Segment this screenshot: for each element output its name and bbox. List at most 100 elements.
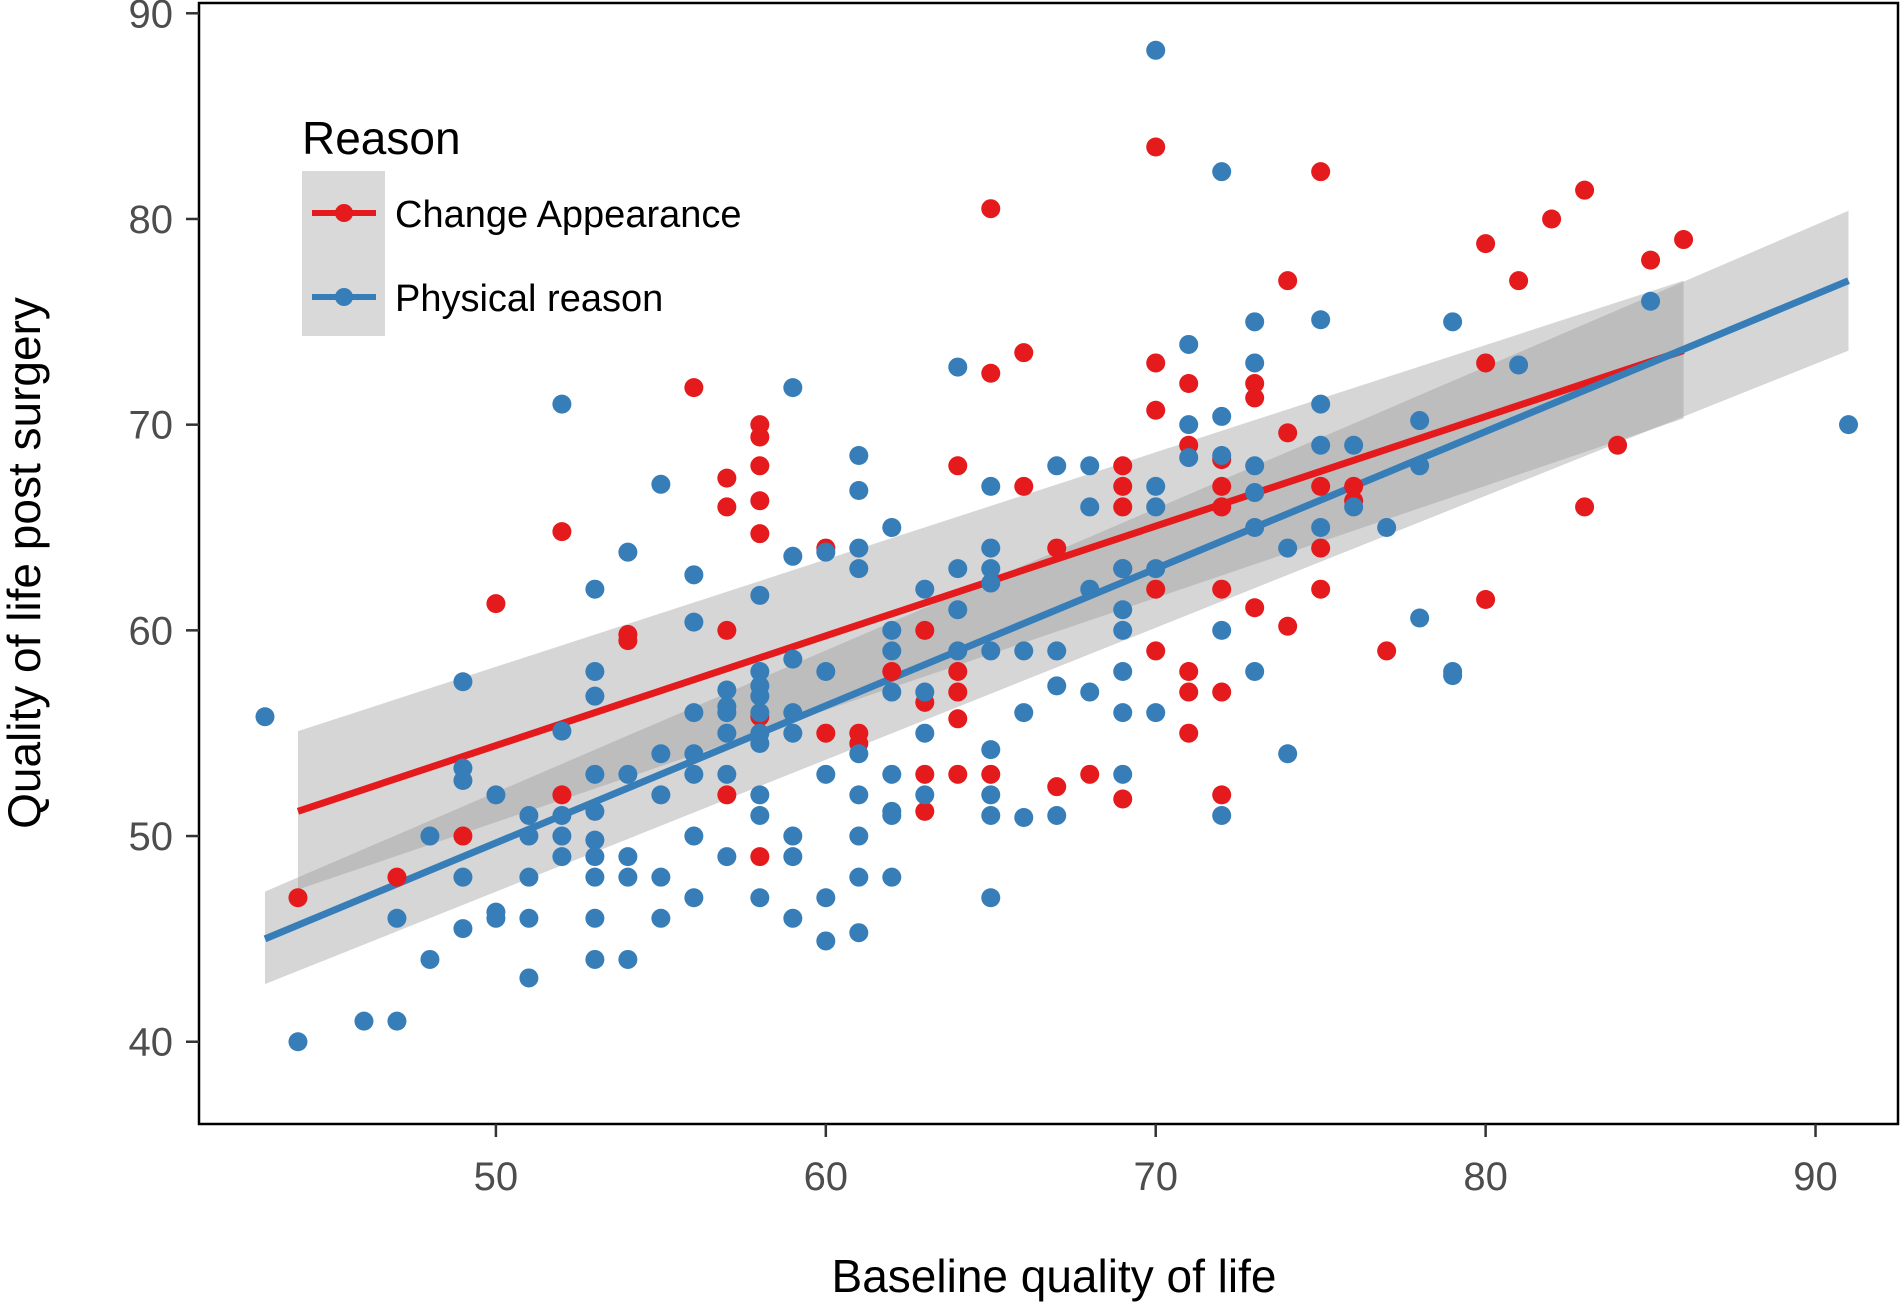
point-physical-reason: [981, 805, 1001, 825]
axes: 50 60 70 80 90 40 50 60 70 80 90: [129, 0, 1900, 1199]
point-change-appearance: [1674, 230, 1694, 250]
point-physical-reason: [849, 744, 869, 764]
y-tick-label: 90: [129, 0, 174, 36]
point-change-appearance: [1146, 641, 1166, 661]
y-tick-label: 40: [129, 1021, 174, 1065]
point-physical-reason: [816, 542, 836, 562]
point-physical-reason: [453, 771, 473, 791]
point-physical-reason: [486, 785, 506, 805]
point-physical-reason: [1014, 703, 1034, 723]
point-physical-reason: [552, 394, 572, 414]
point-change-appearance: [1476, 234, 1496, 254]
point-physical-reason: [651, 785, 671, 805]
point-physical-reason: [816, 661, 836, 681]
point-physical-reason: [882, 620, 902, 640]
x-tick-label: 90: [1793, 1155, 1838, 1199]
point-physical-reason: [750, 888, 770, 908]
point-physical-reason: [849, 480, 869, 500]
point-physical-reason: [750, 585, 770, 605]
point-physical-reason: [1245, 518, 1265, 538]
point-physical-reason: [1344, 497, 1364, 517]
point-physical-reason: [618, 847, 638, 867]
point-change-appearance: [1080, 764, 1100, 784]
x-tick-label: 80: [1463, 1155, 1508, 1199]
point-physical-reason: [849, 446, 869, 466]
point-physical-reason: [882, 805, 902, 825]
point-physical-reason: [453, 672, 473, 692]
x-tick-label: 50: [474, 1155, 519, 1199]
point-physical-reason: [783, 378, 803, 398]
point-change-appearance: [1641, 250, 1661, 270]
point-physical-reason: [552, 721, 572, 741]
point-physical-reason: [783, 847, 803, 867]
point-physical-reason: [1047, 805, 1067, 825]
point-physical-reason: [585, 801, 605, 821]
point-physical-reason: [552, 847, 572, 867]
point-change-appearance: [1311, 476, 1331, 496]
y-tick-label: 70: [129, 404, 174, 448]
point-physical-reason: [783, 723, 803, 743]
point-change-appearance: [882, 661, 902, 681]
legend-key-background: [302, 171, 385, 336]
point-physical-reason: [981, 888, 1001, 908]
point-physical-reason: [651, 744, 671, 764]
point-physical-reason: [750, 805, 770, 825]
point-physical-reason: [1179, 334, 1199, 354]
point-physical-reason: [651, 867, 671, 887]
point-physical-reason: [288, 1032, 308, 1052]
point-physical-reason: [1113, 703, 1133, 723]
point-physical-reason: [783, 546, 803, 566]
point-change-appearance: [750, 427, 770, 447]
y-tick-label: 80: [129, 198, 174, 242]
y-axis-title: Quality of life post surgery: [0, 297, 50, 829]
point-physical-reason: [948, 641, 968, 661]
point-change-appearance: [1311, 579, 1331, 599]
point-physical-reason: [1443, 312, 1463, 332]
point-physical-reason: [717, 847, 737, 867]
point-physical-reason: [915, 723, 935, 743]
legend-label-change-appearance: Change Appearance: [395, 194, 742, 236]
legend-title: Reason: [302, 112, 461, 164]
point-change-appearance: [717, 468, 737, 488]
point-physical-reason: [618, 949, 638, 969]
point-physical-reason: [750, 733, 770, 753]
point-change-appearance: [1311, 538, 1331, 558]
point-change-appearance: [1047, 777, 1067, 797]
x-tick-label: 70: [1133, 1155, 1178, 1199]
point-physical-reason: [618, 867, 638, 887]
point-physical-reason: [684, 826, 704, 846]
point-physical-reason: [1212, 406, 1232, 426]
point-change-appearance: [948, 456, 968, 476]
point-change-appearance: [1113, 456, 1133, 476]
point-change-appearance: [1113, 789, 1133, 809]
point-physical-reason: [1212, 162, 1232, 182]
point-physical-reason: [816, 931, 836, 951]
point-physical-reason: [1080, 579, 1100, 599]
point-change-appearance: [1179, 682, 1199, 702]
point-change-appearance: [915, 764, 935, 784]
legend-key-dot-change-appearance: [335, 204, 353, 222]
point-physical-reason: [1146, 40, 1166, 60]
point-physical-reason: [1410, 608, 1430, 628]
point-physical-reason: [1146, 497, 1166, 517]
point-physical-reason: [519, 826, 539, 846]
point-physical-reason: [1113, 559, 1133, 579]
point-physical-reason: [1179, 415, 1199, 435]
point-change-appearance: [1146, 137, 1166, 157]
point-physical-reason: [684, 703, 704, 723]
point-change-appearance: [1278, 616, 1298, 636]
point-physical-reason: [981, 538, 1001, 558]
point-change-appearance: [1113, 497, 1133, 517]
point-physical-reason: [1113, 600, 1133, 620]
point-change-appearance: [1245, 388, 1265, 408]
point-physical-reason: [354, 1011, 374, 1031]
point-change-appearance: [552, 785, 572, 805]
point-physical-reason: [981, 740, 1001, 760]
point-change-appearance: [552, 522, 572, 542]
point-physical-reason: [981, 559, 1001, 579]
point-physical-reason: [783, 908, 803, 928]
point-physical-reason: [1146, 476, 1166, 496]
point-physical-reason: [717, 764, 737, 784]
point-physical-reason: [519, 968, 539, 988]
point-physical-reason: [1410, 411, 1430, 431]
